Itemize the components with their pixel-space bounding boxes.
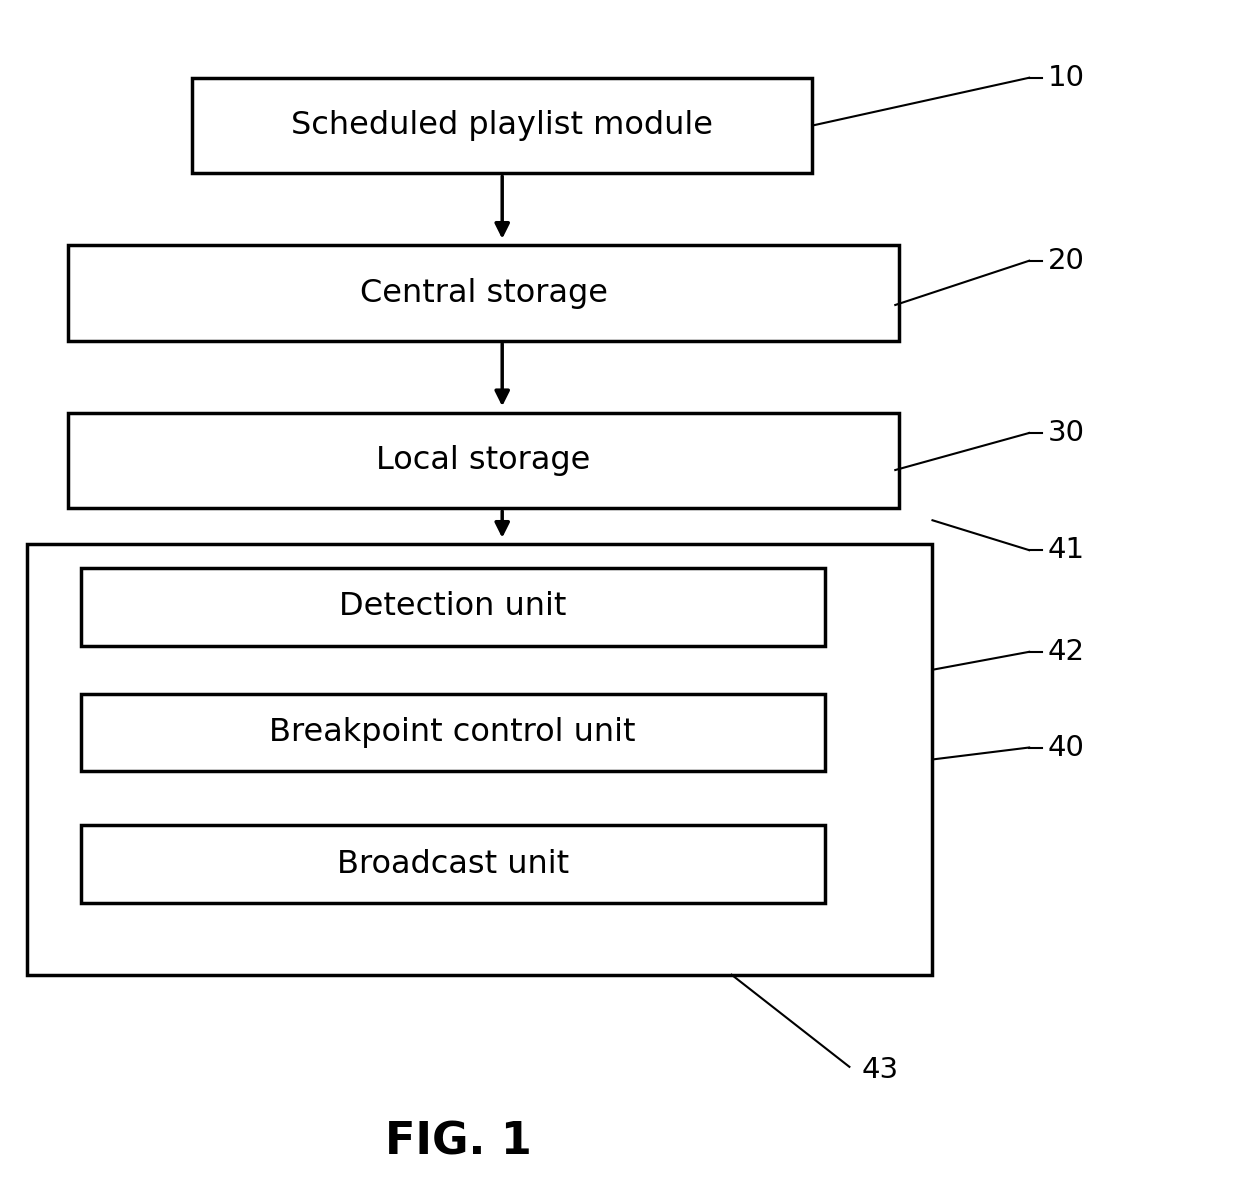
- Bar: [27, 544, 932, 975]
- Bar: [81, 825, 825, 903]
- Text: 42: 42: [1048, 637, 1085, 666]
- Text: 20: 20: [1048, 246, 1085, 275]
- Text: Broadcast unit: Broadcast unit: [336, 849, 569, 879]
- Text: Central storage: Central storage: [360, 277, 608, 309]
- Bar: [192, 78, 812, 173]
- Text: Local storage: Local storage: [377, 445, 590, 476]
- Bar: [81, 694, 825, 771]
- Text: 40: 40: [1048, 733, 1085, 762]
- Bar: [68, 413, 899, 508]
- Text: 30: 30: [1048, 419, 1085, 447]
- Text: Scheduled playlist module: Scheduled playlist module: [291, 110, 713, 141]
- Bar: [68, 245, 899, 341]
- Text: 43: 43: [862, 1056, 899, 1085]
- Text: FIG. 1: FIG. 1: [386, 1121, 532, 1164]
- Text: Detection unit: Detection unit: [339, 592, 567, 622]
- Text: 41: 41: [1048, 536, 1085, 565]
- Bar: [81, 568, 825, 646]
- Text: 10: 10: [1048, 63, 1085, 92]
- Text: Breakpoint control unit: Breakpoint control unit: [269, 718, 636, 748]
